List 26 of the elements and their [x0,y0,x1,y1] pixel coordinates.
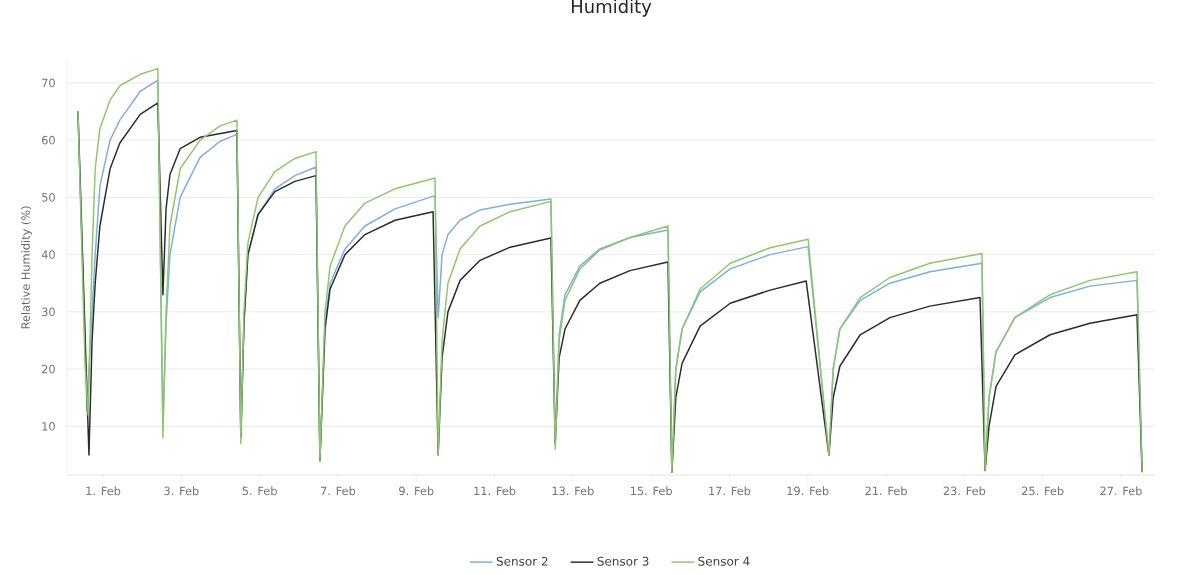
x-tick-label: 11. Feb [474,486,516,496]
y-tick-label: 50 [42,193,55,202]
y-tick-label: 10 [42,422,55,431]
x-tick-label: 7. Feb [321,486,356,496]
chart-title: Humidity [571,0,652,17]
x-tick-label: 9. Feb [399,486,434,496]
x-tick-label: 3. Feb [164,486,199,496]
x-tick-label: 15. Feb [630,486,672,496]
x-tick-label: 23. Feb [943,486,986,496]
x-tick-label: 27. Feb [1100,486,1142,496]
x-tick-label: 1. Feb [86,486,121,496]
legend-label: Sensor 4 [698,556,750,566]
y-tick-label: 30 [42,307,55,317]
x-tick-label: 19. Feb [787,486,829,496]
x-tick-label: 21. Feb [865,486,907,496]
x-tick-label: 13. Feb [552,486,594,496]
legend-label: Sensor 3 [597,556,649,566]
x-tick-label: 5. Feb [242,486,277,496]
legend-label: Sensor 2 [496,556,548,566]
x-tick-label: 25. Feb [1022,486,1064,496]
y-axis-title: Relative Humidity (%) [21,206,33,329]
y-tick-label: 20 [42,364,55,374]
y-tick-label: 70 [42,78,55,88]
x-tick-label: 17. Feb [709,486,751,496]
y-tick-label: 60 [42,135,55,145]
y-tick-label: 40 [41,250,55,259]
